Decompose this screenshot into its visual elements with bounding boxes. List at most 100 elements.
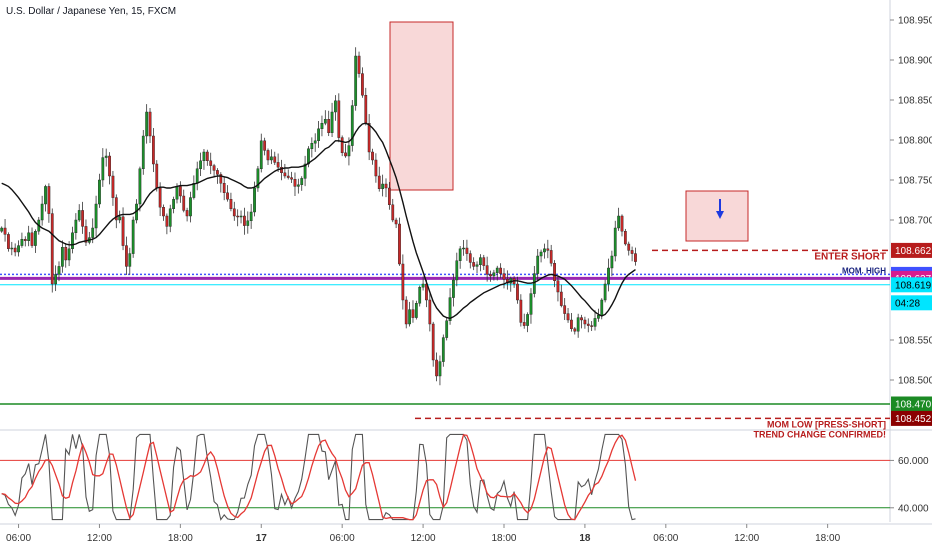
candle — [468, 253, 472, 263]
candle — [118, 216, 122, 221]
candle — [3, 227, 7, 235]
candle — [64, 246, 68, 261]
candle — [273, 156, 277, 163]
candle — [475, 264, 479, 267]
candle — [566, 313, 570, 321]
candle — [539, 251, 543, 257]
candle — [239, 215, 243, 218]
candle — [307, 148, 310, 165]
y-tick-label: 108.700 — [898, 216, 932, 227]
candle — [91, 227, 95, 238]
candle — [158, 187, 162, 208]
candle — [114, 197, 118, 221]
candle — [347, 145, 351, 157]
candle — [536, 255, 540, 274]
candle — [202, 151, 206, 162]
candle — [394, 219, 398, 225]
candle — [310, 142, 314, 149]
candle — [253, 187, 256, 213]
osc-tick-label: 60.000 — [898, 456, 929, 467]
candle — [263, 140, 267, 151]
candle — [270, 156, 273, 161]
candle — [216, 170, 219, 175]
candle — [441, 337, 445, 362]
candle — [404, 299, 408, 325]
candle — [580, 317, 583, 321]
candle — [337, 100, 341, 138]
candle — [576, 317, 580, 332]
candle — [44, 186, 47, 205]
candle — [384, 183, 388, 189]
candle — [7, 234, 10, 249]
candle — [428, 299, 432, 325]
y-tick-label: 108.850 — [898, 96, 932, 107]
candle — [54, 274, 58, 285]
candle — [367, 122, 371, 153]
candle — [472, 262, 476, 267]
candle — [10, 247, 14, 250]
candle — [438, 361, 442, 377]
y-tick-label: 108.900 — [898, 56, 932, 67]
candle — [205, 151, 209, 162]
candle — [516, 283, 519, 301]
candle — [344, 152, 347, 157]
x-tick-label: 18:00 — [168, 533, 193, 544]
candle — [276, 162, 280, 168]
candle — [40, 203, 44, 221]
candle — [182, 195, 186, 211]
candle — [141, 135, 145, 169]
candle — [593, 318, 597, 327]
candle — [586, 323, 590, 326]
candle — [259, 140, 263, 170]
candle — [495, 267, 499, 274]
candle — [340, 137, 344, 154]
oscillator-signal-line — [1, 434, 637, 521]
candle — [138, 168, 142, 205]
candle — [357, 55, 361, 74]
candle — [553, 263, 556, 282]
y-tick-label: 108.950 — [898, 16, 932, 27]
candle — [71, 232, 74, 250]
candle — [152, 135, 155, 165]
candle — [0, 227, 4, 232]
arrow-down-icon — [716, 211, 724, 219]
candle — [229, 198, 233, 209]
candle — [101, 157, 105, 181]
candle — [131, 219, 135, 254]
x-tick-label: 12:00 — [734, 533, 759, 544]
candle — [232, 208, 236, 217]
candle — [435, 359, 438, 377]
candle — [371, 151, 374, 161]
candle — [155, 163, 159, 189]
candle — [290, 177, 293, 180]
candle — [320, 122, 324, 129]
candle — [34, 230, 37, 246]
candle — [192, 182, 196, 198]
x-tick-label: 17 — [256, 533, 268, 544]
candle — [60, 246, 64, 267]
candle — [623, 230, 627, 245]
price-tag-label: 108.662 — [895, 246, 932, 257]
price-tag — [891, 396, 932, 412]
candle — [387, 187, 391, 205]
price-tag-label: 04:28 — [895, 298, 920, 309]
candle — [300, 178, 304, 185]
candle — [573, 328, 577, 332]
candle — [212, 165, 216, 171]
candle — [613, 227, 617, 257]
candle — [364, 94, 368, 124]
candle — [620, 215, 624, 232]
x-tick-label: 18:00 — [491, 533, 516, 544]
candle — [492, 272, 496, 277]
candle — [603, 283, 607, 301]
candle — [350, 105, 354, 146]
candle — [168, 208, 172, 227]
candle — [280, 166, 283, 173]
candle — [418, 287, 422, 304]
candle — [283, 172, 287, 177]
candle — [199, 160, 202, 170]
moving-average-line — [1, 122, 636, 320]
x-tick-label: 12:00 — [87, 533, 112, 544]
